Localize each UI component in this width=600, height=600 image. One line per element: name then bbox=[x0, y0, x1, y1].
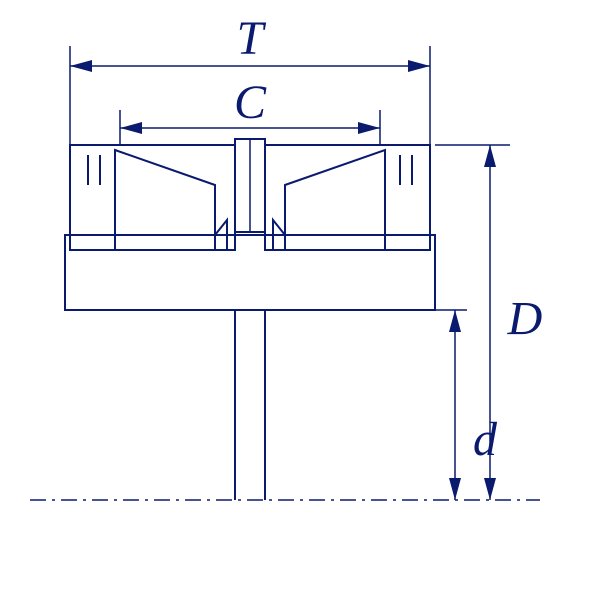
bearing-cross-section-diagram: TC Dd bbox=[0, 0, 600, 600]
dim-label-T: T bbox=[237, 12, 267, 65]
dim-label-C: C bbox=[234, 76, 267, 129]
dim-label-d: d bbox=[473, 413, 498, 466]
dim-label-D: D bbox=[507, 293, 543, 346]
